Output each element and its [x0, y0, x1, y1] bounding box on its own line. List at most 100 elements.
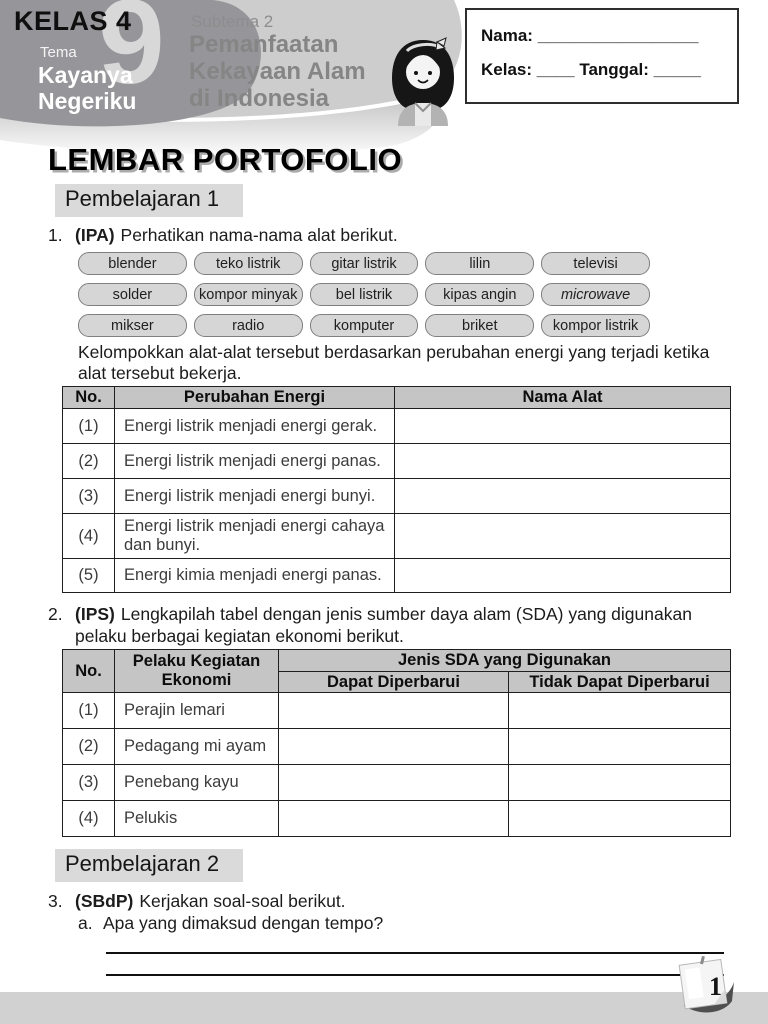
tema-number: 9	[98, 0, 165, 109]
row-energy: Energi kimia menjadi energi panas.	[114, 558, 395, 593]
question-2-text: (IPS) Lengkapilah tabel dengan jenis sumb…	[75, 603, 732, 647]
row-energy: Energi listrik menjadi energi panas.	[114, 443, 395, 479]
kelas-tanggal-row: Kelas: ____ Tanggal: _____	[481, 60, 725, 80]
question-2-number: 2.	[48, 604, 63, 624]
energy-row-3: (3) Energi listrik menjadi energi bunyi.	[62, 478, 731, 514]
sda-col-tidak: Tidak Dapat Diperbarui	[508, 671, 731, 693]
question-1: 1. (IPA) Perhatikan nama-nama alat beriku…	[48, 224, 732, 246]
pill-radio: radio	[193, 314, 303, 337]
pill-solder: solder	[78, 283, 187, 306]
sda-col-no: No.	[62, 649, 115, 693]
pill-briket: briket	[425, 314, 535, 337]
answer-line-1	[106, 952, 724, 954]
answer-cell	[394, 478, 731, 514]
row-energy: Energi listrik menjadi energi cahaya dan…	[114, 513, 395, 559]
subtema-line2: Kekayaan Alam	[189, 58, 366, 85]
energy-col-perubahan: Perubahan Energi	[114, 386, 395, 409]
row-no: (2)	[62, 728, 115, 765]
row-no: (1)	[62, 408, 115, 444]
kelas-title: KELAS 4	[14, 6, 132, 36]
page-title: LEMBAR PORTOFOLIO	[48, 142, 403, 177]
pill-blender: blender	[78, 252, 187, 275]
page-note-icon: 1	[678, 956, 734, 1013]
row-energy: Energi listrik menjadi energi gerak.	[114, 408, 395, 444]
question-1-subject: (IPA)	[75, 225, 115, 245]
girl-avatar	[392, 37, 454, 126]
question-1-text: (IPA) Perhatikan nama-nama alat berikut.	[75, 224, 732, 246]
pill-kompor-listrik: kompor listrik	[541, 314, 650, 337]
answer-cell	[278, 764, 509, 801]
row-pelaku: Pedagang mi ayam	[114, 728, 279, 765]
row-no: (4)	[62, 800, 115, 837]
answer-cell	[508, 692, 731, 729]
sda-row-2: (2) Pedagang mi ayam	[62, 728, 731, 765]
answer-cell	[278, 728, 509, 765]
answer-line-2	[106, 974, 724, 976]
question-2: 2. (IPS) Lengkapilah tabel dengan jenis s…	[48, 603, 732, 647]
sda-header-row-1: No. Pelaku Kegiatan Ekonomi Jenis SDA ya…	[62, 649, 731, 693]
worksheet-content: LEMBAR PORTOFOLIO Pembelajaran 1 1. (IPA…	[48, 142, 732, 976]
question-3-number: 3.	[48, 891, 63, 911]
sda-row-3: (3) Penebang kayu	[62, 764, 731, 801]
tanggal-blank-line: _____	[653, 60, 701, 79]
tema-title-line1: Kayanya	[38, 62, 133, 88]
tanggal-label: Tanggal:	[579, 60, 649, 79]
question-3-prompt: Kerjakan soal-soal berikut.	[139, 891, 346, 911]
sda-table: No. Pelaku Kegiatan Ekonomi Jenis SDA ya…	[62, 649, 731, 837]
tema-title-line2: Negeriku	[38, 88, 137, 114]
kelas-blank-line: ____	[536, 60, 575, 79]
pill-bel-listrik: bel listrik	[309, 283, 419, 306]
energy-table: No. Perubahan Energi Nama Alat (1) Energ…	[62, 386, 731, 593]
question-3a-text: Apa yang dimaksud dengan tempo?	[103, 913, 384, 933]
question-1-instruction: Kelompokkan alat-alat tersebut berdasark…	[78, 342, 710, 383]
subtema-title: Pemanfaatan Kekayaan Alam di Indonesia	[189, 31, 366, 112]
energy-row-4: (4) Energi listrik menjadi energi cahaya…	[62, 513, 731, 559]
energy-col-nama-alat: Nama Alat	[394, 386, 731, 409]
question-2-subject: (IPS)	[75, 604, 115, 624]
sda-col-group: Jenis SDA yang Digunakan	[278, 649, 731, 672]
row-no: (2)	[62, 443, 115, 479]
page-number: 1	[709, 972, 722, 1001]
nama-blank-line: _________________	[537, 26, 699, 45]
pill-kipas-angin: kipas angin	[425, 283, 535, 306]
subtema-label: Subtema 2	[191, 12, 274, 31]
energy-table-header-row: No. Perubahan Energi Nama Alat	[62, 386, 731, 409]
pill-gitar-listrik: gitar listrik	[309, 252, 419, 275]
question-1-number: 1.	[48, 225, 63, 245]
question-3a: a. Apa yang dimaksud dengan tempo?	[78, 912, 732, 934]
banner-shapes	[0, 0, 462, 155]
footer-bar	[0, 992, 768, 1024]
row-no: (3)	[62, 478, 115, 514]
pill-komputer: komputer	[309, 314, 419, 337]
pill-microwave: microwave	[541, 283, 650, 306]
energy-row-1: (1) Energi listrik menjadi energi gerak.	[62, 408, 731, 444]
pill-kompor-minyak: kompor minyak	[193, 283, 303, 306]
subtema-line1: Pemanfaatan	[189, 31, 339, 58]
sda-col-dapat: Dapat Diperbarui	[278, 671, 509, 693]
tema-label: Tema	[40, 44, 77, 61]
sda-row-1: (1) Perajin lemari	[62, 692, 731, 729]
question-1-prompt: Perhatikan nama-nama alat berikut.	[120, 225, 398, 245]
answer-cell	[394, 513, 731, 559]
row-pelaku: Pelukis	[114, 800, 279, 837]
energy-col-no: No.	[62, 386, 115, 409]
answer-cell	[278, 692, 509, 729]
question-3a-label: a.	[78, 913, 93, 933]
row-no: (3)	[62, 764, 115, 801]
header-banner: 9 KELAS 4 Tema Kayanya Negeriku Subtema …	[0, 0, 768, 172]
row-no: (5)	[62, 558, 115, 593]
energy-row-2: (2) Energi listrik menjadi energi panas.	[62, 443, 731, 479]
row-no: (1)	[62, 692, 115, 729]
sda-col-pelaku: Pelaku Kegiatan Ekonomi	[114, 649, 279, 693]
kelas-label: Kelas:	[481, 60, 533, 79]
answer-cell	[394, 558, 731, 593]
section-pembelajaran-1: Pembelajaran 1	[55, 184, 244, 217]
energy-row-5: (5) Energi kimia menjadi energi panas.	[62, 558, 731, 593]
answer-cell	[508, 764, 731, 801]
row-pelaku: Perajin lemari	[114, 692, 279, 729]
sda-row-4: (4) Pelukis	[62, 800, 731, 837]
tema-title: Kayanya Negeriku	[38, 62, 136, 114]
name-box: Nama: _________________ Kelas: ____ Tang…	[465, 8, 739, 104]
row-no: (4)	[62, 513, 115, 559]
